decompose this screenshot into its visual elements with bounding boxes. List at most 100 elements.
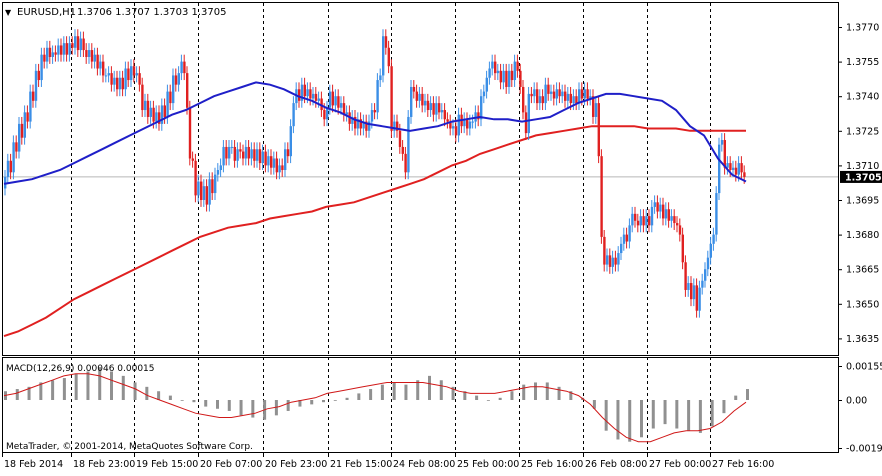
macd-hist-bar (204, 400, 208, 407)
candle-body (617, 253, 620, 265)
candle-body (572, 96, 575, 104)
candle-body (317, 98, 320, 101)
candle-body (589, 96, 592, 99)
candle-body (278, 165, 281, 173)
candle-body (68, 43, 71, 55)
candle-body (586, 89, 589, 99)
candle-body (656, 202, 659, 212)
candle-body (208, 179, 211, 205)
candle-body (174, 75, 178, 85)
candle-body (309, 89, 312, 99)
price-tick-label: 1.3710 (846, 161, 879, 172)
candle-body (12, 142, 15, 173)
candle-body (499, 70, 502, 83)
macd-hist-bar (651, 400, 655, 429)
candle-body (393, 121, 396, 131)
candle-body (18, 123, 21, 152)
candle-body (267, 156, 270, 166)
candle-body (314, 93, 318, 101)
header-dropdown-arrow[interactable]: ▼ (5, 8, 12, 17)
candle-body (398, 130, 402, 147)
candle-body (687, 283, 690, 290)
macd-hist-bar (640, 400, 643, 438)
candle-body (141, 84, 144, 111)
candle-body (200, 181, 203, 200)
candle-body (524, 112, 528, 134)
candle-body (326, 107, 329, 120)
candle-body (261, 151, 264, 164)
price-tick-label: 1.3650 (846, 299, 879, 310)
candle-body (743, 172, 746, 177)
candle-body (740, 163, 743, 173)
macd-hist-bar (251, 400, 255, 418)
candle-body (407, 116, 410, 173)
candle-body (104, 75, 108, 77)
candle-body (345, 112, 348, 115)
macd-hist-bar (121, 375, 125, 400)
candle-body (253, 149, 256, 161)
candle-body (144, 100, 147, 111)
candle-body (163, 105, 166, 117)
candle-body (732, 167, 735, 171)
candle-body (379, 75, 382, 81)
candle-body (99, 61, 102, 69)
candle-body (351, 116, 354, 124)
candle-body (186, 73, 189, 108)
macd-hist-bar (380, 384, 384, 400)
candle-body (71, 43, 74, 48)
macd-hist-bar (392, 382, 396, 400)
time-tick-label: 27 Feb 00:00 (649, 459, 711, 470)
candlesticks (4, 29, 746, 318)
candle-body (505, 70, 508, 87)
candle-body (547, 84, 550, 94)
candle-body (412, 86, 416, 92)
candle-body (331, 91, 334, 106)
price-tick-label: 1.3740 (846, 92, 879, 103)
macd-hist-bar (168, 395, 172, 400)
candle-body (415, 91, 418, 101)
candle-body (110, 73, 113, 85)
candle-body (166, 91, 169, 117)
candle-body (46, 47, 49, 62)
candle-body (449, 121, 452, 129)
candle-body (85, 50, 88, 57)
candle-body (152, 107, 155, 122)
candle-body (43, 54, 46, 62)
macd-hist-bar (216, 400, 219, 409)
candle-body (54, 52, 57, 55)
candle-body (695, 285, 698, 311)
candle-body (205, 186, 208, 205)
candle-body (603, 236, 606, 265)
candle-body (527, 93, 530, 134)
macd-hist-bar (110, 371, 113, 400)
candle-body (485, 77, 488, 92)
candle-body (650, 206, 654, 226)
candle-body (312, 93, 315, 99)
macd-hist-bar (333, 400, 337, 401)
candle-body (396, 121, 399, 131)
candle-body (219, 165, 222, 171)
macd-hist-bar (569, 391, 573, 400)
candle-body (90, 50, 94, 62)
candle-body (648, 216, 651, 226)
macd-hist-bar (322, 400, 325, 403)
candle-body (639, 216, 642, 226)
candle-body (225, 146, 228, 159)
candle-body (289, 126, 292, 157)
candle-body (51, 52, 54, 57)
price-tick-label: 1.3695 (846, 196, 879, 207)
candle-body (239, 149, 242, 152)
candle-body (124, 68, 127, 90)
candle-body (284, 149, 287, 171)
candle-body (424, 100, 427, 106)
candle-body (690, 283, 693, 300)
candle-body (292, 103, 295, 127)
candle-body (362, 121, 365, 129)
candle-body (236, 149, 239, 161)
candle-body (368, 121, 371, 131)
candle-body (737, 163, 740, 175)
candle-body (410, 86, 413, 117)
candle-body (6, 160, 10, 177)
